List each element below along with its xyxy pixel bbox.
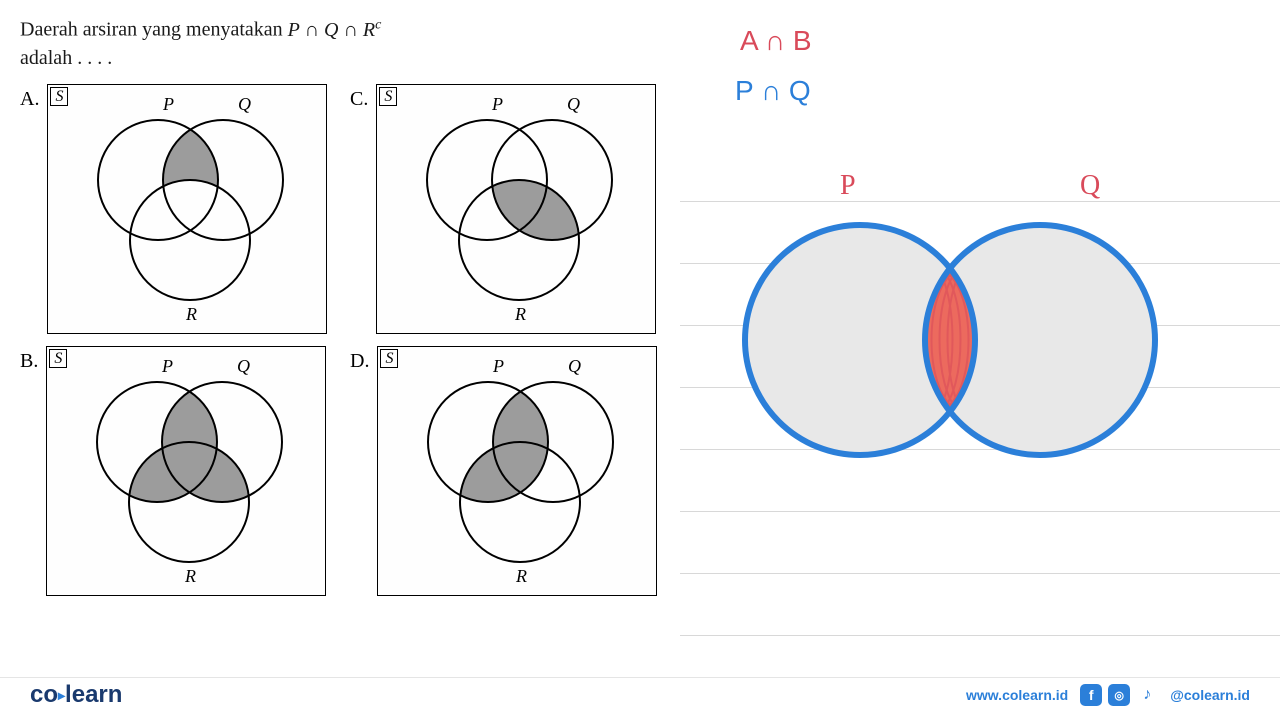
q-line2: adalah . . . .	[20, 47, 112, 69]
notes-panel: A ∩ B P ∩ Q P Q	[680, 0, 1280, 680]
svg-text:R: R	[515, 566, 527, 586]
pq-label-p: P	[840, 170, 856, 202]
option-d: D. S P Q	[350, 346, 660, 596]
option-c: C. S P Q R	[350, 84, 660, 334]
question-panel: Daerah arsiran yang menyatakan P ∩ Q ∩ R…	[0, 0, 680, 680]
q-line1: Daerah arsiran yang menyatakan	[20, 19, 288, 41]
tiktok-icon[interactable]: ♪	[1136, 684, 1158, 706]
universal-label: S	[49, 349, 67, 369]
instagram-icon[interactable]: ◎	[1108, 684, 1130, 706]
footer-url[interactable]: www.colearn.id	[966, 687, 1068, 703]
venn-d-svg: P Q R	[378, 347, 658, 597]
pq-label-q: Q	[1080, 170, 1100, 202]
venn-b-svg: P Q R	[47, 347, 327, 597]
question-text: Daerah arsiran yang menyatakan P ∩ Q ∩ R…	[20, 15, 660, 72]
universal-label: S	[380, 349, 398, 369]
label-p: P	[162, 94, 174, 114]
svg-text:Q: Q	[567, 94, 580, 114]
svg-text:R: R	[184, 566, 196, 586]
svg-text:R: R	[514, 304, 526, 324]
social-icons: f ◎ ♪	[1080, 684, 1158, 706]
option-a-label: A.	[20, 88, 39, 111]
svg-text:Q: Q	[568, 356, 581, 376]
brand-logo: co▸learn	[30, 681, 122, 709]
footer-right: www.colearn.id f ◎ ♪ @colearn.id	[966, 684, 1250, 706]
venn-d: S P Q R	[377, 346, 657, 596]
label-r: R	[185, 304, 197, 324]
svg-text:P: P	[161, 356, 173, 376]
footer-handle[interactable]: @colearn.id	[1170, 687, 1250, 703]
venn-c-svg: P Q R	[377, 85, 657, 335]
universal-label: S	[50, 87, 68, 107]
annotation-ab: A ∩ B	[740, 25, 812, 57]
venn-a: S P Q R	[47, 84, 327, 334]
option-d-label: D.	[350, 350, 369, 373]
option-b-label: B.	[20, 350, 38, 373]
svg-text:Q: Q	[237, 356, 250, 376]
venn-c: S P Q R	[376, 84, 656, 334]
pq-venn-svg	[720, 180, 1220, 500]
svg-text:P: P	[491, 94, 503, 114]
annotation-pq: P ∩ Q	[735, 75, 811, 107]
venn-a-svg: P Q R	[48, 85, 328, 335]
facebook-icon[interactable]: f	[1080, 684, 1102, 706]
options-grid: A. S P Q R	[20, 84, 660, 596]
option-b: B. S P	[20, 346, 330, 596]
option-a: A. S P Q R	[20, 84, 330, 334]
option-c-label: C.	[350, 88, 368, 111]
universal-label: S	[379, 87, 397, 107]
footer: co▸learn www.colearn.id f ◎ ♪ @colearn.i…	[0, 677, 1280, 712]
pq-venn-diagram: P Q	[720, 180, 1220, 505]
venn-b: S P Q	[46, 346, 326, 596]
label-q: Q	[238, 94, 251, 114]
svg-text:P: P	[492, 356, 504, 376]
